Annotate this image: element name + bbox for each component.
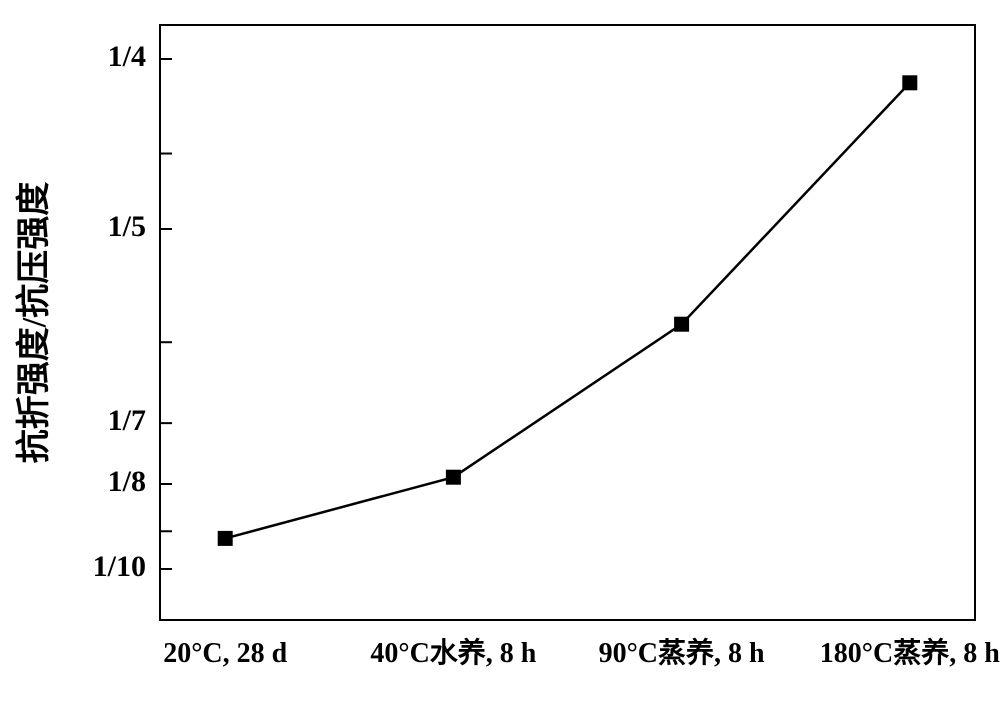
x-tick-label: 20°C, 28 d — [163, 638, 287, 669]
data-marker — [675, 317, 689, 331]
line-chart: 1/4 1/5 1/7 1/8 1/10 20°C, 28 d 40°C水养, 8 h 90°… — [0, 0, 1000, 707]
y-tick-label: 1/8 — [108, 465, 146, 498]
y-tick-label: 1/7 — [108, 404, 146, 437]
data-marker — [218, 531, 232, 545]
y-axis-label: 抗折强度/抗压强度 — [14, 182, 53, 463]
x-tick-label: 40°C水养, 8 h — [370, 636, 536, 669]
data-marker — [446, 470, 460, 484]
x-tick-label: 90°C蒸养, 8 h — [599, 636, 765, 669]
y-tick-label: 1/4 — [108, 40, 146, 73]
y-tick-label: 1/10 — [93, 550, 146, 583]
x-tick-label: 180°C蒸养, 8 h — [820, 636, 1000, 669]
data-marker — [903, 76, 917, 90]
y-tick-label: 1/5 — [108, 210, 146, 243]
